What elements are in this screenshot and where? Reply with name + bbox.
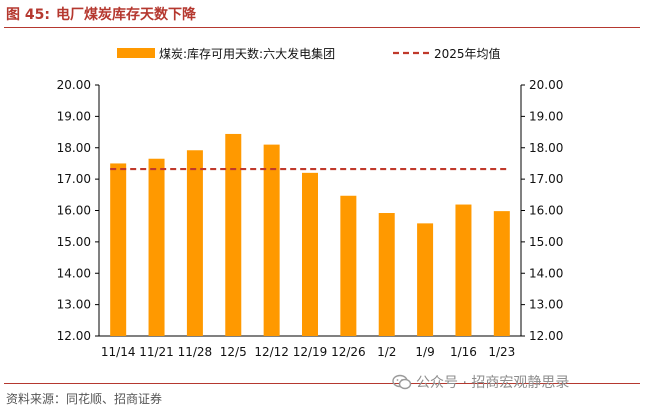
source-note: 资料来源：同花顺、招商证券	[6, 392, 163, 406]
bar	[493, 211, 510, 336]
x-tick-label: 12/26	[331, 345, 366, 359]
legend-label-avg: 2025年均值	[434, 46, 501, 61]
bar	[225, 133, 242, 336]
y-axis-left-labels: 20.00 19.00 18.00 17.00 16.00 15.00 14.00 13.00…	[57, 78, 91, 343]
y-tick-label-right: 17.00	[529, 172, 563, 186]
figure-number: 图 45:	[6, 7, 50, 23]
x-tick-label: 12/12	[254, 345, 289, 359]
y-tick-label-left: 20.00	[57, 78, 91, 92]
y-tick-label-left: 13.00	[57, 298, 91, 312]
wechat-icon	[392, 374, 412, 390]
y-tick-label-left: 12.00	[57, 329, 91, 343]
y-tick-label-right: 19.00	[529, 109, 563, 123]
y-tick-label-right: 18.00	[529, 141, 563, 155]
y-tick-label-right: 20.00	[529, 78, 563, 92]
y-tick-label-right: 15.00	[529, 235, 563, 249]
title-divider	[4, 27, 640, 28]
legend: 煤炭:库存可用天数:六大发电集团 2025年均值	[117, 46, 501, 61]
bar	[340, 195, 357, 336]
x-axis-labels: 11/14 11/21 11/28 12/5 12/12 12/19 12/26 1/2 1/9…	[101, 345, 515, 359]
bar	[186, 150, 203, 336]
y-tick-label-left: 14.00	[57, 266, 91, 280]
y-tick-label-left: 15.00	[57, 235, 91, 249]
bar	[455, 204, 472, 336]
y-tick-label-left: 18.00	[57, 141, 91, 155]
x-tick-label: 11/28	[178, 345, 213, 359]
axes	[95, 84, 525, 337]
figure-title: 图 45: 电厂煤炭库存天数下降	[6, 4, 196, 24]
legend-label-bar: 煤炭:库存可用天数:六大发电集团	[159, 46, 335, 61]
y-tick-label-right: 14.00	[529, 266, 563, 280]
bar-series	[110, 133, 510, 336]
source-divider	[4, 383, 640, 384]
bar	[378, 213, 395, 336]
bar-chart: 煤炭:库存可用天数:六大发电集团 2025年均值 20.00 19.00 18.00 1…	[57, 46, 564, 359]
bar	[417, 223, 434, 336]
bar	[263, 144, 280, 336]
bar	[302, 172, 318, 336]
watermark: 公众号 · 招商宏观静思录	[392, 372, 569, 392]
bar	[110, 163, 127, 336]
x-tick-label: 12/19	[293, 345, 328, 359]
y-axis-right-labels: 20.00 19.00 18.00 17.00 16.00 15.00 14.00 13.00…	[529, 78, 563, 343]
x-tick-label: 1/9	[415, 345, 434, 359]
y-tick-label-left: 19.00	[57, 109, 91, 123]
legend-swatch-bar	[117, 48, 155, 58]
x-tick-label: 1/2	[377, 345, 396, 359]
y-tick-label-right: 13.00	[529, 298, 563, 312]
x-tick-label: 12/5	[220, 345, 247, 359]
watermark-text: 公众号 · 招商宏观静思录	[416, 375, 570, 391]
y-tick-label-right: 12.00	[529, 329, 563, 343]
figure-title-text: 电厂煤炭库存天数下降	[55, 7, 196, 23]
y-tick-label-left: 16.00	[57, 204, 91, 218]
x-tick-label: 1/23	[488, 345, 515, 359]
y-tick-label-right: 16.00	[529, 204, 563, 218]
bar	[148, 158, 165, 336]
x-tick-label: 11/14	[101, 345, 136, 359]
y-tick-label-left: 17.00	[57, 172, 91, 186]
x-tick-label: 11/21	[139, 345, 174, 359]
x-tick-label: 1/16	[450, 345, 477, 359]
